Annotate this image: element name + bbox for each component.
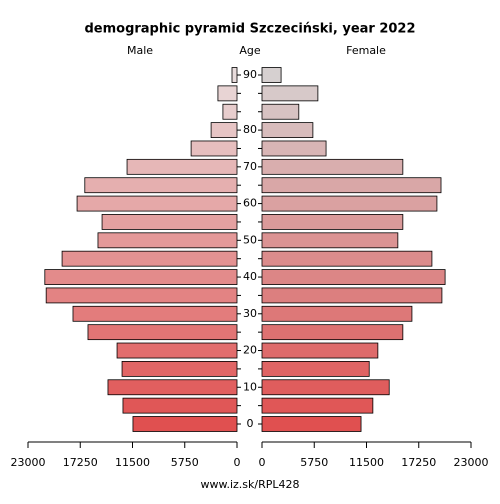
age-label: 20	[243, 344, 257, 357]
bar	[126, 158, 238, 175]
bar	[261, 269, 446, 285]
bar	[261, 397, 374, 414]
x-tick-label: 17250	[401, 456, 436, 469]
bar	[132, 416, 238, 432]
bar	[222, 103, 238, 120]
bar	[122, 397, 238, 414]
age-label: 80	[243, 123, 257, 136]
age-label: 90	[243, 68, 257, 81]
bar	[87, 324, 238, 341]
bar	[61, 250, 238, 267]
bar	[116, 342, 238, 359]
bar	[217, 85, 238, 102]
age-label: 70	[243, 160, 257, 173]
age-label: 10	[243, 380, 257, 393]
bar	[261, 416, 362, 432]
bar	[101, 214, 238, 230]
x-tick-label: 23000	[454, 456, 489, 469]
x-tick-label: 5750	[300, 456, 328, 469]
age-label: 50	[243, 233, 257, 246]
bar	[261, 287, 443, 304]
bar	[45, 287, 238, 304]
source: www.iz.sk/RPL428	[200, 478, 299, 491]
x-tick-label: 0	[259, 456, 266, 469]
age-label: 30	[243, 307, 257, 320]
bar	[44, 269, 238, 285]
bar	[121, 360, 238, 377]
bar	[76, 195, 238, 212]
x-tick-label: 5750	[171, 456, 199, 469]
bar	[261, 342, 379, 359]
bar	[261, 103, 300, 120]
bar	[261, 360, 370, 377]
bar	[261, 232, 399, 249]
bar	[261, 379, 390, 396]
bar	[231, 67, 238, 83]
age-label: Age	[239, 44, 261, 57]
bar	[261, 195, 438, 212]
bar	[261, 305, 413, 322]
bar	[84, 177, 238, 194]
bar	[261, 158, 404, 175]
bar	[261, 250, 433, 267]
bar	[107, 379, 238, 396]
age-label: 0	[247, 417, 254, 430]
bar	[97, 232, 238, 249]
bar	[190, 140, 238, 157]
bar	[261, 122, 314, 139]
bar	[261, 85, 319, 102]
bar	[261, 177, 442, 194]
x-tick-label: 23000	[11, 456, 46, 469]
bar	[261, 214, 404, 230]
x-tick-label: 0	[234, 456, 241, 469]
bar	[261, 67, 282, 83]
bar	[210, 122, 238, 139]
x-tick-label: 11500	[349, 456, 384, 469]
bar	[261, 324, 404, 341]
x-tick-label: 11500	[115, 456, 150, 469]
bar	[72, 305, 238, 322]
female-label: Female	[346, 44, 386, 57]
age-label: 40	[243, 270, 257, 283]
x-tick-label: 17250	[63, 456, 98, 469]
age-label: 60	[243, 197, 257, 210]
chart-title: demographic pyramid Szczeciński, year 20…	[84, 22, 415, 37]
bar	[261, 140, 327, 157]
male-label: Male	[127, 44, 153, 57]
